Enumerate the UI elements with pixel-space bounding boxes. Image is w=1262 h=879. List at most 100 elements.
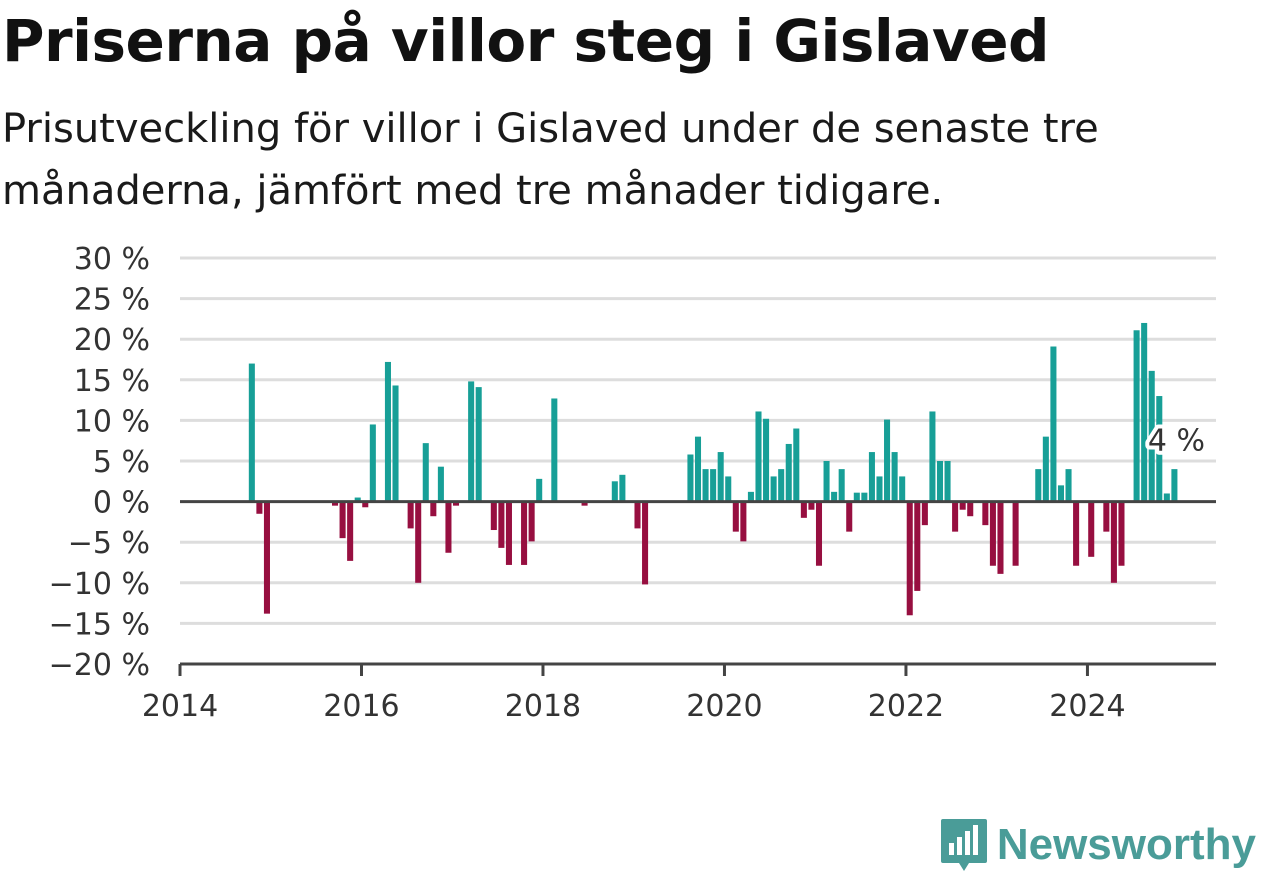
bar	[823, 461, 830, 502]
bar	[581, 501, 588, 506]
bar	[800, 501, 807, 518]
bar	[694, 436, 702, 502]
bar	[347, 501, 354, 561]
bar	[982, 501, 989, 526]
x-tick-label: 2016	[323, 689, 399, 724]
axes: 30 % 25 % 20 % 15 % 10 % 5 % 0 % −5 % −10 % −15 %…	[49, 242, 1216, 724]
bar	[1163, 493, 1170, 502]
bar	[422, 443, 429, 502]
bar	[505, 501, 512, 565]
bar	[430, 501, 437, 517]
bar	[1156, 396, 1163, 502]
bar	[1148, 370, 1155, 502]
y-tick-label: 10 %	[74, 404, 150, 439]
bar	[763, 418, 770, 502]
bar	[248, 363, 255, 502]
bar	[921, 501, 928, 526]
bar	[770, 476, 777, 502]
bar	[785, 443, 792, 502]
brand-name: Newsworthy	[996, 820, 1256, 869]
bar	[891, 452, 898, 502]
bar	[1118, 501, 1125, 566]
bar	[634, 501, 641, 529]
bar	[1042, 436, 1049, 502]
bar	[452, 501, 460, 506]
bar	[914, 501, 921, 591]
bars	[248, 322, 1178, 616]
bar	[732, 501, 739, 532]
bar	[687, 454, 694, 502]
bar	[853, 492, 860, 502]
newsworthy-logo: Newsworthy	[939, 817, 1256, 873]
y-tick-label: −5 %	[68, 526, 150, 561]
bar	[725, 476, 732, 502]
y-tick-label: 30 %	[74, 242, 150, 277]
chart-subtitle: Prisutveckling för villor i Gislaved und…	[2, 106, 1099, 214]
bar	[392, 385, 399, 502]
bar	[1133, 330, 1140, 502]
bar	[906, 501, 913, 616]
newsworthy-logo-icon	[940, 819, 987, 871]
bar	[815, 501, 823, 566]
bar	[369, 424, 376, 502]
bar	[1065, 469, 1072, 502]
bar	[929, 411, 936, 502]
bar	[717, 452, 724, 502]
bar	[490, 501, 497, 531]
x-tick-label: 2018	[505, 689, 581, 724]
bar	[468, 381, 475, 502]
bar	[331, 501, 339, 506]
bar	[899, 476, 906, 502]
bar	[1035, 469, 1042, 502]
bar	[740, 501, 747, 542]
bar	[1171, 469, 1178, 502]
bar	[415, 501, 422, 583]
bar	[445, 501, 452, 553]
y-tick-label: −10 %	[49, 567, 150, 602]
bar	[747, 491, 754, 502]
y-tick-label: 15 %	[74, 364, 150, 399]
bar	[536, 478, 543, 502]
chart-title: Priserna på villor steg i Gislaved	[2, 7, 1050, 75]
bar	[755, 411, 762, 502]
y-tick-label: 5 %	[93, 445, 150, 480]
x-tick-label: 2022	[868, 689, 944, 724]
bar	[362, 501, 369, 508]
y-tick-label: −15 %	[49, 607, 150, 642]
bar	[959, 501, 966, 510]
bar	[1141, 322, 1148, 502]
bar	[1088, 501, 1095, 557]
bar	[846, 501, 853, 532]
latest-value-label: 4 %	[1148, 424, 1205, 459]
bar	[354, 497, 361, 502]
bar	[838, 469, 845, 502]
bar	[936, 461, 944, 502]
bar	[861, 492, 868, 502]
bar	[793, 428, 800, 502]
bar	[778, 469, 785, 502]
bar	[339, 501, 346, 539]
bar	[831, 491, 838, 502]
bar	[1110, 501, 1117, 583]
y-tick-label: 0 %	[93, 486, 150, 521]
y-tick-label: −20 %	[49, 648, 150, 683]
bar	[611, 481, 618, 502]
x-tick-label: 2024	[1049, 689, 1125, 724]
bar	[952, 501, 959, 532]
bar	[876, 476, 883, 502]
bar	[498, 501, 505, 548]
x-tick-label: 2014	[142, 689, 218, 724]
bar	[384, 361, 391, 502]
bar	[263, 501, 270, 614]
bar	[475, 387, 482, 502]
bar	[256, 501, 263, 514]
bar	[997, 501, 1004, 574]
bar	[521, 501, 528, 565]
bar	[702, 469, 709, 502]
bar-chart: 30 % 25 % 20 % 15 % 10 % 5 % 0 % −5 % −10 % −15 %…	[49, 242, 1216, 724]
bar	[642, 501, 649, 585]
bar	[619, 474, 626, 502]
bar	[528, 501, 535, 542]
x-tick-label: 2020	[686, 689, 762, 724]
y-tick-label: 25 %	[74, 283, 150, 318]
